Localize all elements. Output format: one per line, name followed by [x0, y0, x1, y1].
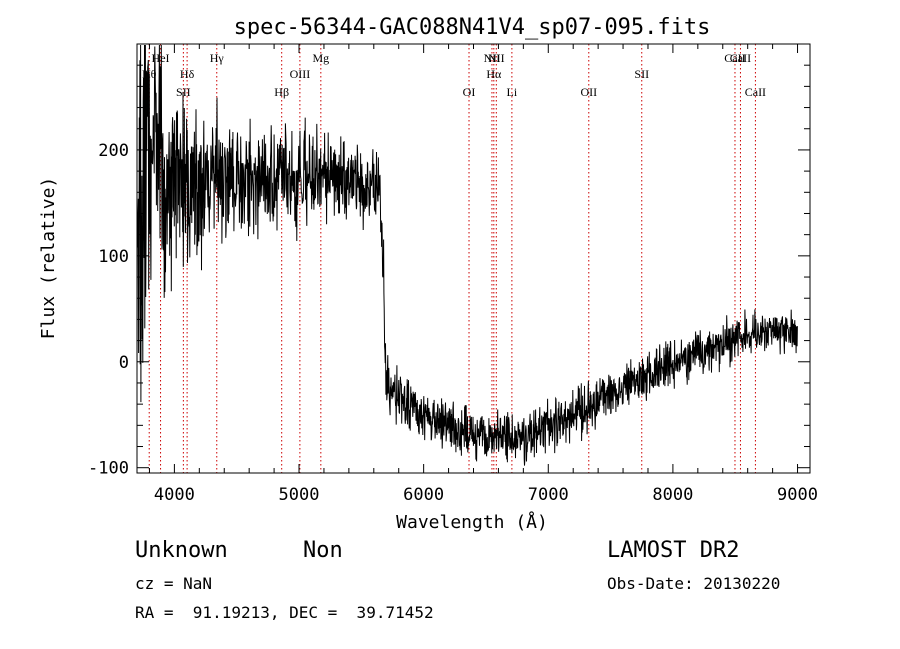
flux-series-line — [136, 44, 798, 466]
y-tick-label: 200 — [98, 141, 129, 161]
y-axis: -100 0 100 200 — [88, 64, 810, 479]
line-marker-label: CaII — [724, 51, 745, 65]
line-marker-label: Hα — [486, 67, 502, 81]
line-marker-label: Hγ — [210, 51, 225, 65]
observation-date: Obs-Date: 20130220 — [607, 574, 781, 593]
line-marker-label: OI — [463, 85, 476, 99]
x-tick-label: 5000 — [279, 485, 320, 505]
line-marker-label: HeI — [152, 51, 170, 65]
line-marker-label: Mg — [312, 51, 329, 65]
y-tick-label: 0 — [119, 353, 129, 373]
x-axis-label: Wavelength (Å) — [396, 511, 548, 533]
line-marker-label: NII — [484, 51, 501, 65]
chart-title: spec-56344-GAC088N41V4_sp07-095.fits — [234, 15, 711, 40]
line-marker-label: SII — [634, 67, 649, 81]
sky-coordinates: RA = 91.19213, DEC = 39.71452 — [135, 603, 434, 622]
x-tick-label: 6000 — [403, 485, 444, 505]
x-tick-label: 7000 — [528, 485, 569, 505]
y-tick-label: -100 — [88, 459, 129, 479]
line-marker-label: NII — [488, 51, 505, 65]
x-tick-label: 4000 — [154, 485, 195, 505]
survey-name: LAMOST DR2 — [607, 538, 740, 563]
redshift-value: cz = NaN — [135, 574, 213, 593]
line-markers — [148, 44, 756, 473]
line-marker-label: Li — [507, 85, 518, 99]
line-marker-label: CaII — [730, 51, 751, 65]
object-class: Unknown — [135, 538, 228, 563]
spectrum-series — [136, 44, 798, 466]
y-axis-label: Flux (relative) — [38, 177, 59, 340]
plot-frame — [136, 43, 811, 474]
x-tick-label: 8000 — [652, 485, 693, 505]
x-tick-label: 9000 — [777, 485, 818, 505]
y-tick-label: 100 — [98, 247, 129, 267]
line-marker-label: CaII — [745, 85, 766, 99]
line-marker-label: OIII — [290, 67, 311, 81]
line-marker-label: Hδ — [180, 67, 195, 81]
line-marker-label: Hβ — [274, 85, 289, 99]
x-axis: 4000 5000 6000 7000 8000 9000 — [148, 44, 818, 505]
object-subclass: Non — [303, 538, 343, 563]
line-marker-label: OII — [580, 85, 597, 99]
